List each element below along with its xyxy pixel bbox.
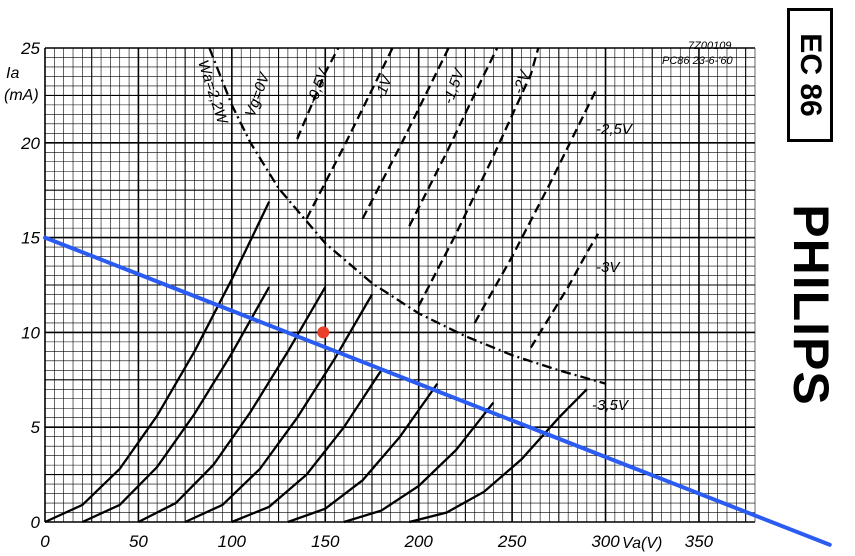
philips-logo-text: PHILIPS	[783, 204, 839, 406]
curve-solid-3	[184, 293, 373, 524]
curve-solid-4	[231, 369, 383, 524]
overlay	[43, 235, 832, 547]
label-vg-minus-3-5v: -3,5V	[592, 397, 630, 414]
x-tick-label: 350	[685, 532, 714, 551]
curve-solid-7	[409, 388, 588, 524]
x-tick-label: 0	[40, 532, 50, 551]
characteristic-curves	[44, 47, 606, 524]
curve-solid-5	[287, 382, 439, 524]
y-tick-label: 20	[20, 134, 40, 153]
x-axis-label: Va(V)	[622, 535, 662, 552]
y-tick-label: 0	[31, 513, 41, 532]
y-axis-label: Ia	[6, 65, 19, 82]
y-tick-label: 25	[20, 39, 40, 58]
curve-dashed-6	[529, 233, 600, 349]
curve-solid-1	[81, 286, 271, 524]
y-tick-label: 5	[31, 418, 41, 437]
curve-dashed-5	[473, 89, 598, 324]
label-vg-minus-2-5v: -2,5V	[596, 121, 634, 138]
x-tick-label: 100	[218, 532, 247, 551]
curve-solid-0	[44, 201, 271, 524]
curve-dashed-0	[296, 47, 340, 140]
tube-type-label: EC 86	[794, 33, 827, 117]
y-tick-label: 10	[21, 323, 40, 342]
chart-reference-code: 7Z00109	[688, 40, 731, 52]
label-wa-2-2w: Wa=2,2W	[194, 58, 231, 128]
curve-dashed-3	[408, 47, 499, 227]
curve-dashed-4	[417, 47, 540, 307]
x-tick-label: 50	[129, 532, 148, 551]
x-tick-label: 200	[403, 532, 433, 551]
philips-logo: PHILIPS	[756, 200, 855, 410]
x-tick-label: 150	[311, 532, 340, 551]
tick-labels: 0 50 100 150 200 250 300 350 0 5 10 15 20 25	[20, 39, 714, 551]
x-tick-label: 300	[591, 532, 620, 551]
x-tick-label: 250	[497, 532, 527, 551]
curve-solid-2	[137, 286, 327, 524]
y-axis-label-unit: (mA)	[4, 87, 39, 104]
dissipation-curve	[208, 47, 606, 385]
load-line	[43, 235, 832, 547]
grid	[44, 47, 756, 523]
label-vg-minus-3v: -3V	[596, 259, 621, 276]
tube-type-box: EC 86	[787, 8, 833, 142]
y-tick-label: 15	[21, 229, 40, 248]
curve-solid-6	[343, 401, 495, 524]
operating-point	[317, 326, 330, 339]
chart-reference-date: PC86 23-6-'60	[662, 55, 733, 67]
